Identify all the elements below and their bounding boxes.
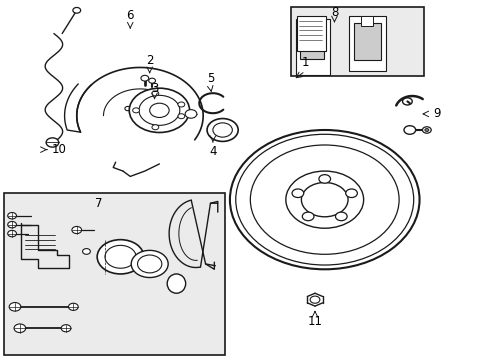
Bar xyxy=(295,19,329,75)
Circle shape xyxy=(152,91,159,96)
Text: 5: 5 xyxy=(206,72,214,85)
Circle shape xyxy=(8,221,17,228)
Circle shape xyxy=(229,130,419,269)
Circle shape xyxy=(424,129,428,131)
Bar xyxy=(296,16,325,51)
Circle shape xyxy=(8,212,17,219)
Circle shape xyxy=(345,189,357,198)
Bar xyxy=(348,16,385,71)
Circle shape xyxy=(318,175,330,183)
Circle shape xyxy=(402,98,411,105)
Circle shape xyxy=(185,110,197,118)
Circle shape xyxy=(178,102,184,107)
Circle shape xyxy=(309,296,319,303)
Circle shape xyxy=(422,127,430,133)
Circle shape xyxy=(72,226,81,234)
Bar xyxy=(353,23,380,60)
Circle shape xyxy=(206,118,238,141)
Circle shape xyxy=(148,78,155,83)
Circle shape xyxy=(149,103,169,117)
Circle shape xyxy=(61,325,71,332)
Circle shape xyxy=(131,250,168,278)
Circle shape xyxy=(301,183,347,217)
Text: 2: 2 xyxy=(145,54,153,67)
Circle shape xyxy=(9,302,21,311)
Text: 9: 9 xyxy=(432,107,439,120)
Circle shape xyxy=(132,108,139,113)
Text: 10: 10 xyxy=(51,143,66,156)
Circle shape xyxy=(8,230,17,237)
Circle shape xyxy=(68,303,78,310)
Ellipse shape xyxy=(167,274,185,293)
Bar xyxy=(300,26,323,59)
Bar xyxy=(290,7,424,76)
Text: 6: 6 xyxy=(126,9,134,22)
Circle shape xyxy=(335,212,346,221)
Circle shape xyxy=(403,126,415,134)
Circle shape xyxy=(152,125,159,130)
Circle shape xyxy=(178,114,184,119)
Text: 7: 7 xyxy=(95,197,102,210)
Circle shape xyxy=(97,240,143,274)
Circle shape xyxy=(302,212,313,221)
Text: 1: 1 xyxy=(301,55,308,69)
Text: 11: 11 xyxy=(307,315,322,328)
Circle shape xyxy=(14,324,26,333)
Circle shape xyxy=(129,88,189,132)
Circle shape xyxy=(124,107,130,111)
Circle shape xyxy=(73,8,81,13)
Circle shape xyxy=(46,138,59,147)
Text: 4: 4 xyxy=(209,145,216,158)
Circle shape xyxy=(82,249,90,254)
Text: 3: 3 xyxy=(151,82,158,95)
Circle shape xyxy=(291,189,303,198)
Bar xyxy=(4,193,224,355)
Bar xyxy=(361,16,372,26)
Circle shape xyxy=(141,75,148,81)
Text: 8: 8 xyxy=(330,6,337,19)
